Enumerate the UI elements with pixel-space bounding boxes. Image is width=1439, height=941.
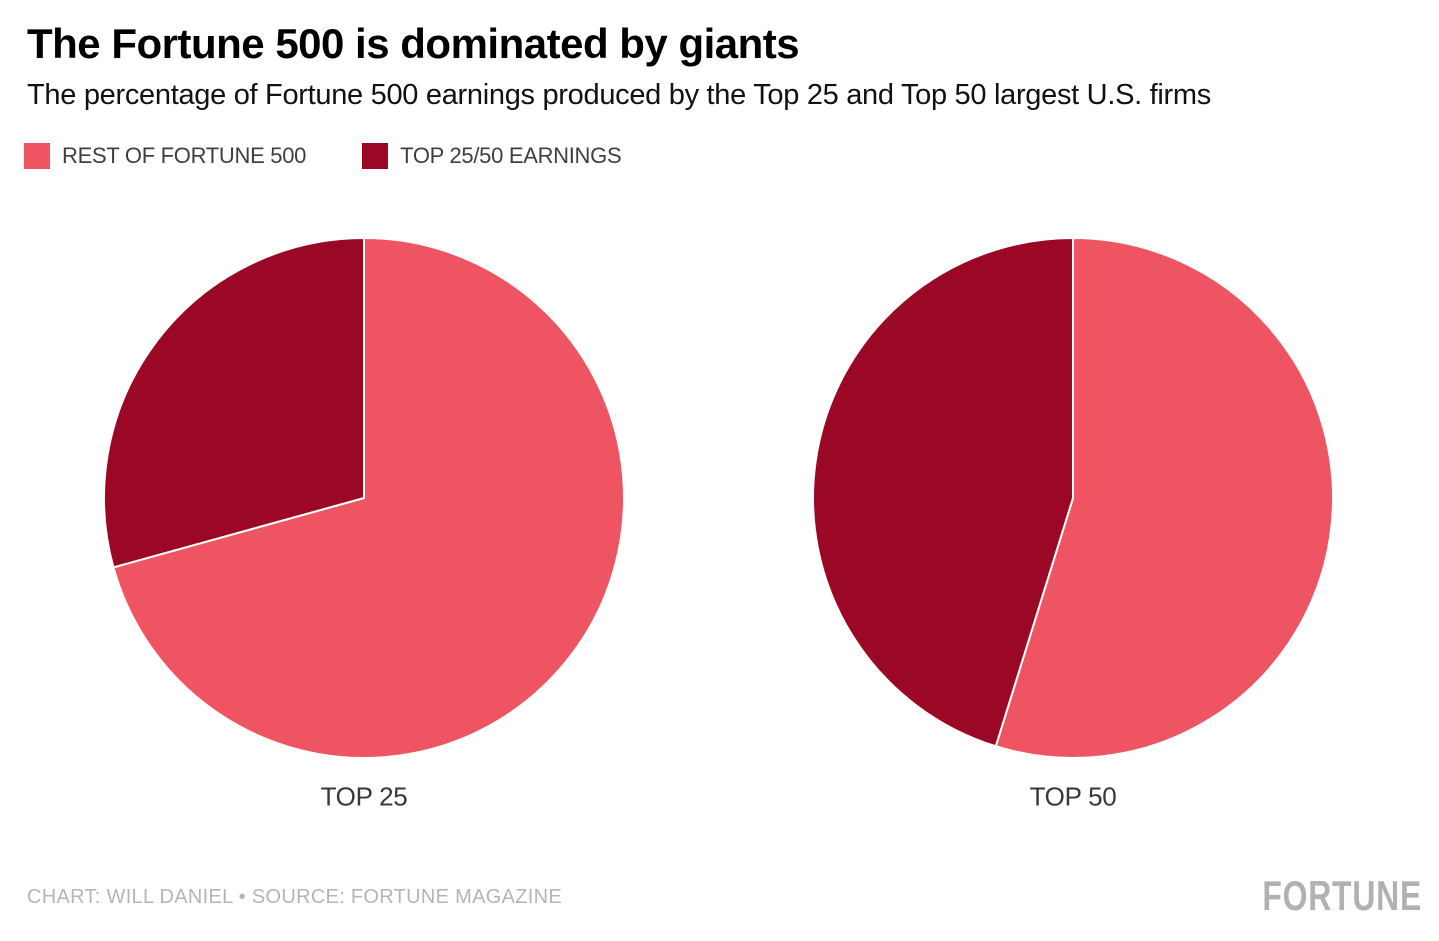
legend: REST OF FORTUNE 500 TOP 25/50 EARNINGS bbox=[24, 143, 622, 169]
chart-title: The Fortune 500 is dominated by giants bbox=[27, 20, 800, 67]
pie-top-25-slice-rest-of-fortune-500 bbox=[112, 237, 625, 759]
pie-caption-top-50: TOP 50 bbox=[1029, 781, 1117, 812]
legend-label-rest-of-fortune-500: REST OF FORTUNE 500 bbox=[62, 143, 307, 168]
legend-item-top-25-50-earnings: TOP 25/50 EARNINGS bbox=[362, 143, 622, 169]
chart-credit: CHART: WILL DANIEL • SOURCE: FORTUNE MAG… bbox=[27, 886, 563, 908]
pie-top-25 bbox=[103, 237, 625, 759]
pie-top-25-slice-top-25-50-earnings bbox=[103, 237, 365, 569]
fortune-logo: FORTUNE bbox=[1262, 872, 1422, 919]
legend-label-top-25-50-earnings: TOP 25/50 EARNINGS bbox=[400, 143, 622, 168]
pie-top-50-slice-rest-of-fortune-500 bbox=[994, 237, 1334, 759]
chart-subtitle: The percentage of Fortune 500 earnings p… bbox=[27, 79, 1211, 111]
legend-item-rest-of-fortune-500: REST OF FORTUNE 500 bbox=[24, 143, 306, 169]
pie-caption-top-25: TOP 25 bbox=[320, 781, 408, 812]
pie-top-50 bbox=[812, 237, 1334, 759]
legend-swatch-top-25-50-earnings bbox=[362, 143, 389, 169]
legend-swatch-rest-of-fortune-500 bbox=[24, 143, 50, 169]
pie-top-50-slice-top-25-50-earnings bbox=[812, 237, 1074, 748]
